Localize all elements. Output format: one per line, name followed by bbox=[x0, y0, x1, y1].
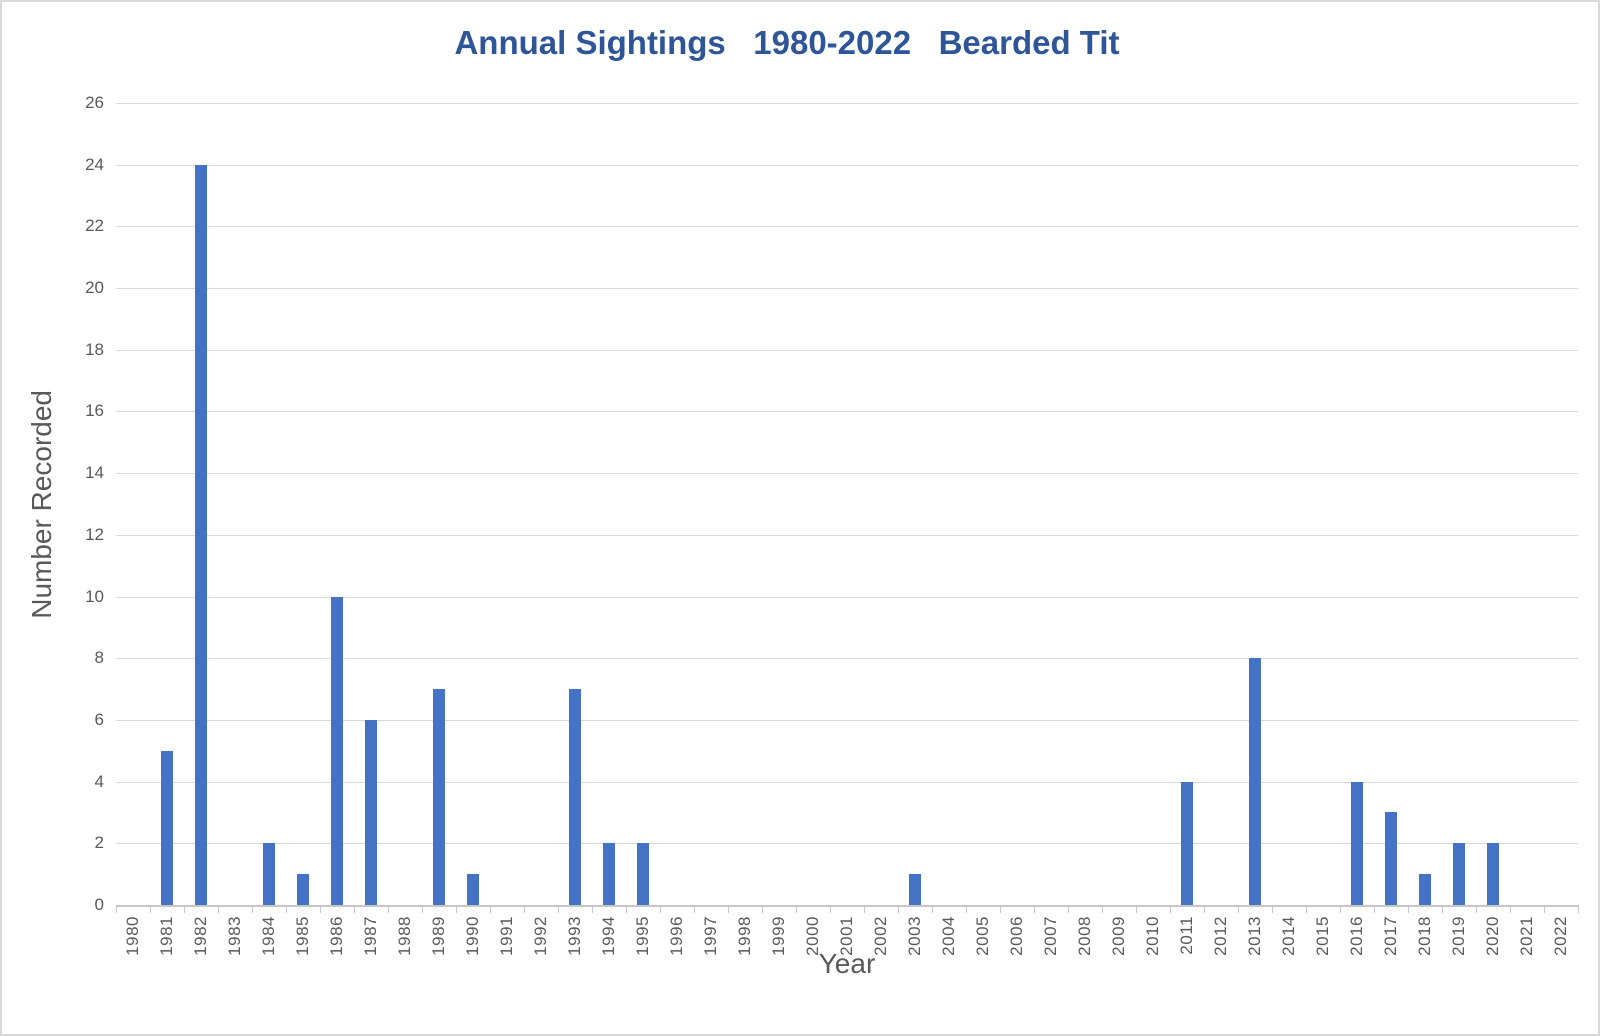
x-tick-mark bbox=[762, 905, 763, 913]
x-tick-mark bbox=[422, 905, 423, 913]
gridline bbox=[116, 411, 1578, 413]
x-tick-mark bbox=[1544, 905, 1545, 913]
gridline bbox=[116, 164, 1578, 166]
x-tick-mark bbox=[524, 905, 525, 913]
x-tick-mark bbox=[1034, 905, 1035, 913]
x-tick-mark bbox=[1000, 905, 1001, 913]
bar bbox=[569, 689, 581, 905]
bar bbox=[331, 596, 343, 905]
gridline bbox=[116, 781, 1578, 783]
x-tick-mark bbox=[1204, 905, 1205, 913]
x-tick-mark bbox=[898, 905, 899, 913]
x-tick-mark bbox=[1510, 905, 1511, 913]
gridline bbox=[116, 349, 1578, 351]
x-tick-mark bbox=[354, 905, 355, 913]
x-tick-mark bbox=[1238, 905, 1239, 913]
bar bbox=[297, 874, 309, 905]
x-tick-mark bbox=[1272, 905, 1273, 913]
x-tick-mark bbox=[184, 905, 185, 913]
x-tick-mark bbox=[626, 905, 627, 913]
y-tick-label: 12 bbox=[85, 524, 104, 544]
x-tick-mark bbox=[966, 905, 967, 913]
gridline bbox=[116, 658, 1578, 660]
x-tick-mark bbox=[592, 905, 593, 913]
y-tick-label: 14 bbox=[85, 463, 104, 483]
x-tick-mark bbox=[660, 905, 661, 913]
x-tick-mark bbox=[490, 905, 491, 913]
gridline bbox=[116, 534, 1578, 536]
bar bbox=[467, 874, 479, 905]
y-tick-label: 26 bbox=[85, 93, 104, 112]
y-tick-label: 22 bbox=[85, 216, 104, 236]
gridline bbox=[116, 596, 1578, 598]
gridline bbox=[116, 473, 1578, 475]
x-tick-mark bbox=[558, 905, 559, 913]
bar bbox=[161, 750, 173, 905]
y-tick-label: 10 bbox=[85, 586, 104, 606]
y-tick-label: 0 bbox=[94, 895, 104, 914]
bar bbox=[603, 843, 615, 905]
x-tick-mark bbox=[1442, 905, 1443, 913]
x-tick-mark bbox=[796, 905, 797, 913]
x-tick-mark bbox=[1340, 905, 1341, 913]
x-tick-mark bbox=[456, 905, 457, 913]
x-tick-mark bbox=[694, 905, 695, 913]
x-tick-mark bbox=[218, 905, 219, 913]
bar bbox=[1351, 781, 1363, 905]
bar bbox=[1453, 843, 1465, 905]
x-tick-mark bbox=[1306, 905, 1307, 913]
y-axis-title-text: Number Recorded bbox=[26, 389, 57, 619]
bar bbox=[365, 719, 377, 905]
x-tick-mark bbox=[864, 905, 865, 913]
y-tick-label: 16 bbox=[85, 401, 104, 421]
x-tick-mark bbox=[1578, 905, 1579, 913]
bar bbox=[1487, 843, 1499, 905]
gridline bbox=[116, 226, 1578, 228]
x-tick-mark bbox=[150, 905, 151, 913]
x-tick-mark bbox=[830, 905, 831, 913]
bar bbox=[1249, 658, 1261, 905]
x-tick-mark bbox=[320, 905, 321, 913]
x-tick-mark bbox=[1170, 905, 1171, 913]
y-tick-label: 2 bbox=[94, 833, 104, 853]
x-tick-mark bbox=[932, 905, 933, 913]
gridline bbox=[116, 103, 1578, 104]
x-tick-mark bbox=[1408, 905, 1409, 913]
x-tick-mark bbox=[1136, 905, 1137, 913]
x-tick-mark bbox=[286, 905, 287, 913]
gridline bbox=[116, 843, 1578, 845]
x-tick-mark bbox=[252, 905, 253, 913]
bar bbox=[263, 843, 275, 905]
x-tick-mark bbox=[1102, 905, 1103, 913]
chart-title: Annual Sightings 1980-2022 Bearded Tit bbox=[454, 24, 1120, 61]
x-tick-mark bbox=[388, 905, 389, 913]
gridline bbox=[116, 719, 1578, 721]
y-tick-label: 6 bbox=[94, 709, 104, 729]
bar bbox=[433, 689, 445, 905]
y-tick-label: 4 bbox=[94, 771, 104, 791]
y-tick-label: 20 bbox=[85, 278, 104, 298]
plot-area: 1980 1981 1982 1983 1984 1985 1986 1987 1988 1989… bbox=[116, 103, 1579, 956]
x-tick-mark bbox=[1374, 905, 1375, 913]
bar bbox=[1181, 781, 1193, 905]
x-tick-mark bbox=[728, 905, 729, 913]
y-tick-label: 24 bbox=[85, 154, 104, 174]
x-tick-mark bbox=[116, 905, 117, 913]
x-tick-mark bbox=[1068, 905, 1069, 913]
bar bbox=[195, 164, 207, 905]
y-tick-label: 8 bbox=[94, 648, 104, 668]
gridline bbox=[116, 288, 1578, 290]
y-tick-label: 18 bbox=[85, 339, 104, 359]
bar bbox=[1419, 874, 1431, 905]
x-axis-title: Year bbox=[818, 948, 876, 979]
bar bbox=[637, 843, 649, 905]
bar bbox=[909, 874, 921, 905]
bar bbox=[1385, 812, 1397, 905]
x-tick-mark bbox=[1476, 905, 1477, 913]
